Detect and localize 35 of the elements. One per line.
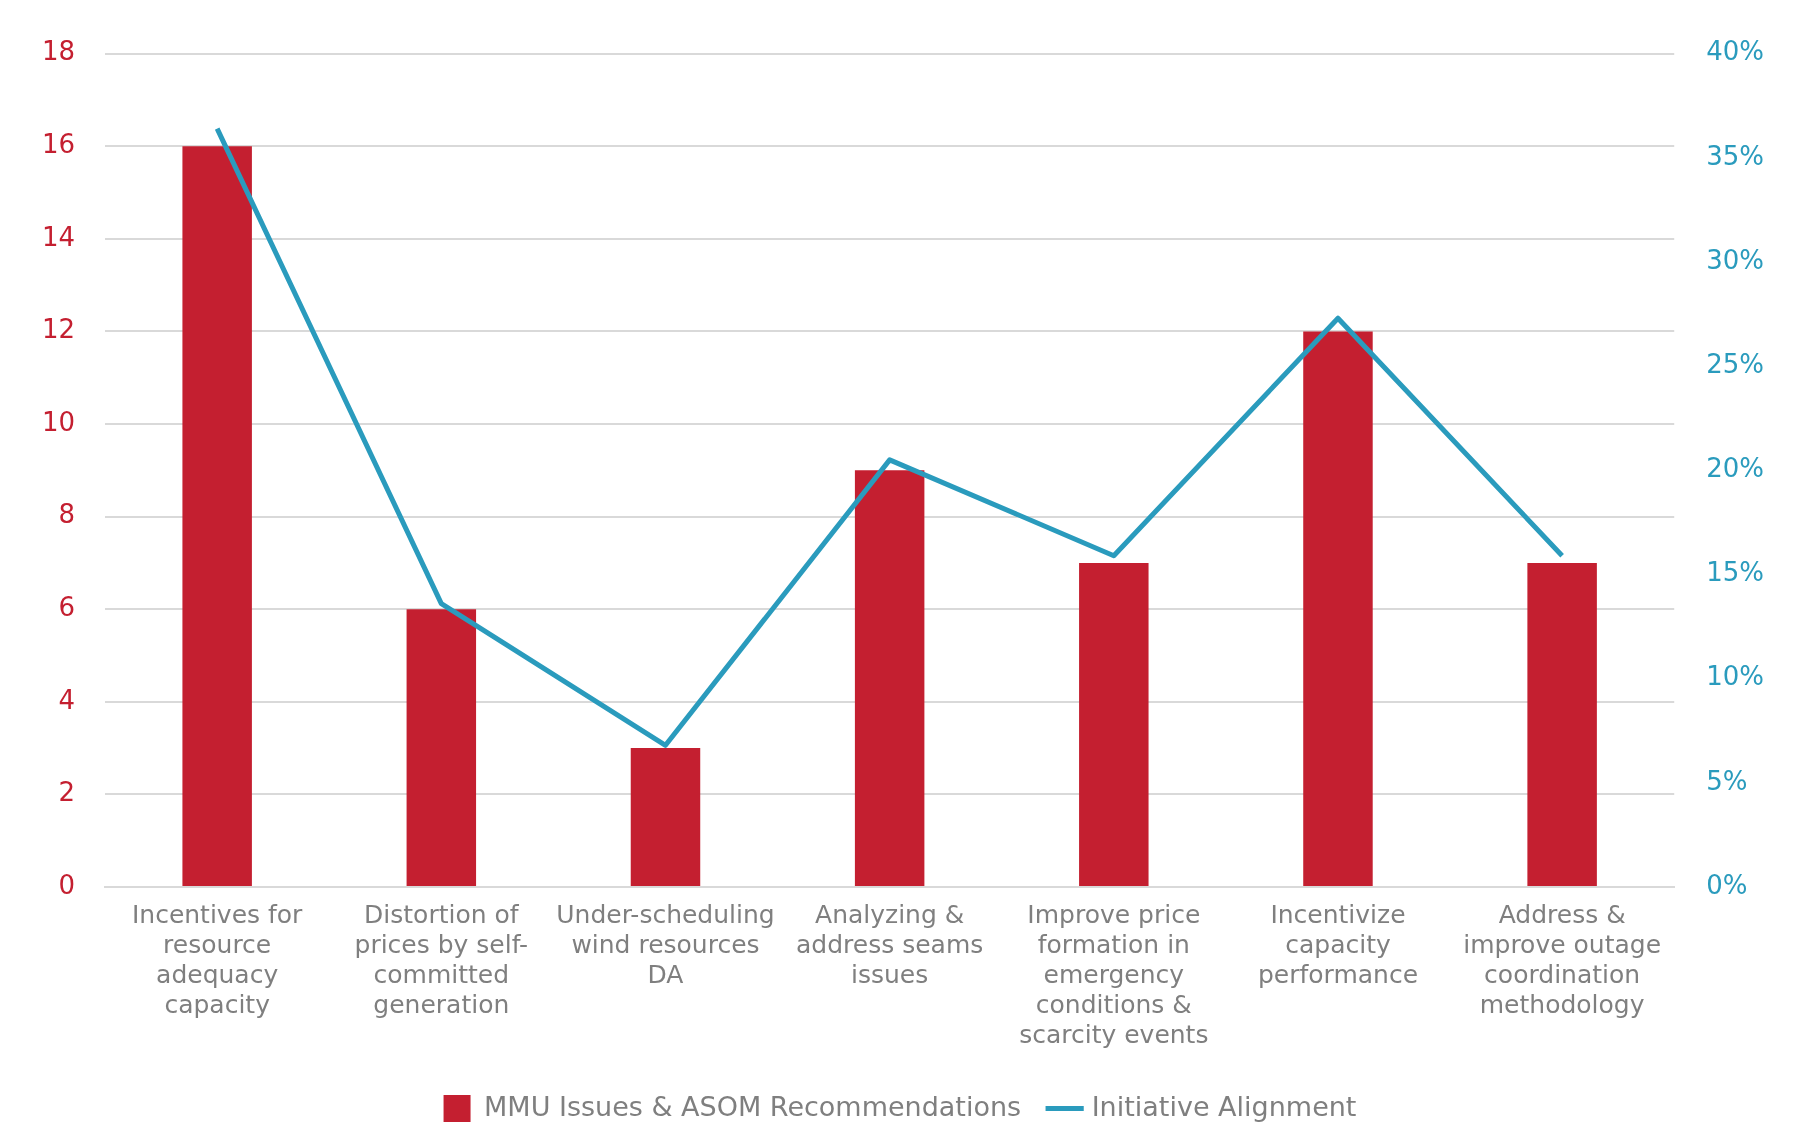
y2-tick-label: 40%	[1706, 36, 1765, 67]
x-tick-label: Improve price formation in emergency conditions & scarcity events	[1019, 899, 1209, 1049]
x-tick-label: Analyzing & address seams issues	[796, 899, 984, 989]
y-tick-label: 12	[41, 314, 76, 345]
bar	[406, 609, 477, 886]
bar	[1303, 331, 1373, 886]
bar	[1079, 562, 1149, 886]
y2-tick-label: 30%	[1706, 244, 1765, 275]
y2-tick-label: 35%	[1706, 140, 1765, 171]
bar	[1527, 562, 1597, 886]
y-tick-label: 0	[58, 869, 76, 900]
x-tick-label: Incentivize capacity performance	[1257, 899, 1419, 989]
y-tick-label: 14	[41, 221, 76, 252]
x-tick-label: Distortion of prices by self-committed generation	[354, 899, 529, 1019]
bar	[630, 748, 701, 886]
y2-tick-label: 25%	[1706, 348, 1765, 379]
y-tick-label: 10	[41, 406, 76, 437]
x-tick-label: Address & improve outage coordination methodology	[1463, 899, 1662, 1019]
x-tick-label: Under-scheduling wind resources DA	[556, 899, 775, 989]
y-tick-label: 6	[58, 591, 76, 622]
y2-tick-label: 20%	[1706, 453, 1765, 484]
y-tick-label: 8	[58, 499, 76, 530]
y2-tick-label: 15%	[1706, 557, 1765, 588]
bar	[854, 470, 925, 886]
legend-label: Initiative Alignment	[1091, 1090, 1357, 1122]
x-tick-label: Incentives for resource adequacy capacity	[131, 899, 304, 1019]
legend-label: MMU Issues & ASOM Recommendations	[484, 1090, 1022, 1122]
y-tick-label: 4	[58, 684, 76, 715]
y-tick-label: 18	[41, 36, 76, 67]
y2-tick-label: 5%	[1706, 765, 1748, 796]
y-tick-label: 16	[41, 128, 76, 159]
y-tick-label: 2	[58, 777, 76, 808]
bar	[182, 146, 252, 886]
y2-tick-label: 0%	[1706, 869, 1748, 900]
y2-tick-label: 10%	[1706, 661, 1765, 692]
